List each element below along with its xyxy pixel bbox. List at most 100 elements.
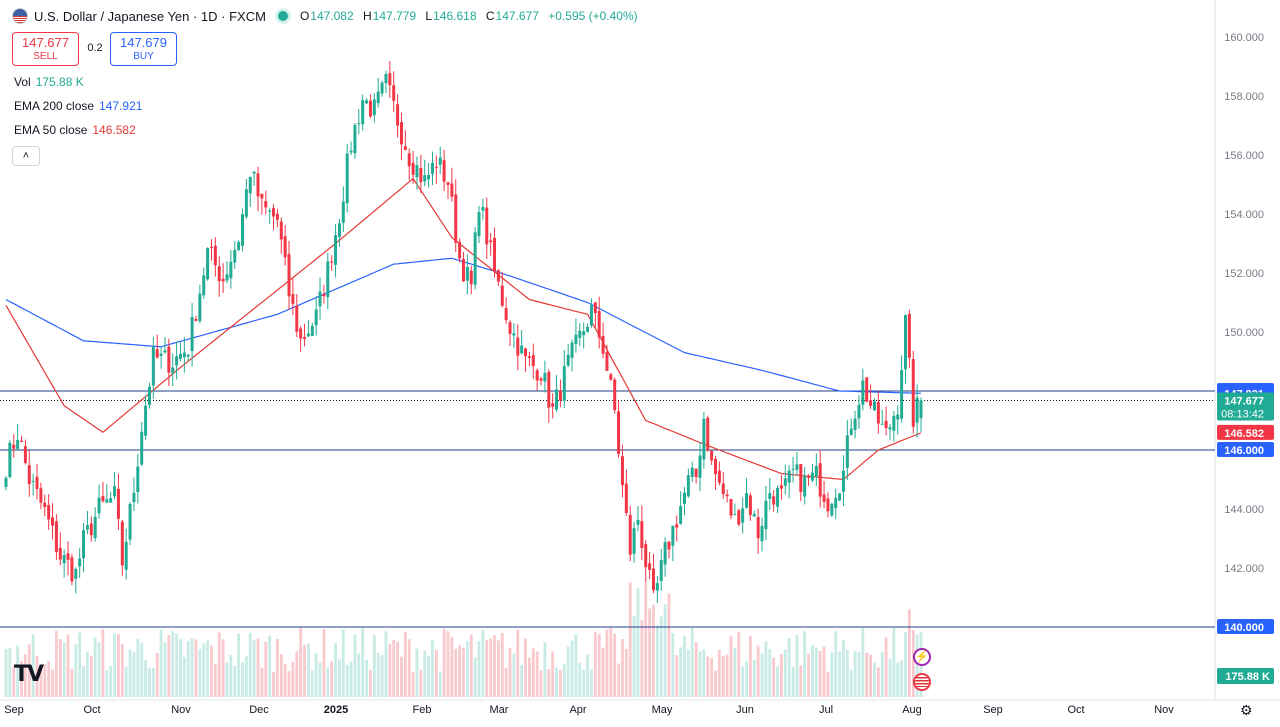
price-label-text: 146.000 — [1224, 445, 1264, 457]
candle-body — [120, 521, 124, 566]
candle-body — [419, 167, 423, 183]
volume-bar — [884, 637, 888, 697]
candle-body — [310, 326, 314, 336]
volume-bar — [307, 643, 310, 697]
buy-label: BUY — [133, 51, 154, 62]
candle-body — [745, 493, 749, 508]
candle-body — [198, 293, 202, 322]
candle-body — [330, 261, 334, 263]
candle-body — [617, 411, 621, 454]
tradingview-logo[interactable]: TV — [14, 662, 44, 687]
price-label-countdown: 08:13:42 — [1221, 409, 1264, 421]
volume-bar — [113, 633, 116, 697]
lightning-icon[interactable]: ⚡ — [913, 648, 931, 666]
volume-bar — [438, 671, 442, 697]
volume-bar — [23, 654, 27, 697]
y-tick-label: 142.000 — [1224, 563, 1264, 575]
candle-body — [384, 73, 388, 84]
ema50-line — [5, 177, 922, 481]
candle-body — [609, 374, 613, 380]
volume-bar — [562, 663, 566, 697]
sell-button[interactable]: 147.677 SELL — [12, 32, 79, 66]
volume-bar — [310, 670, 314, 697]
ema200-legend[interactable]: EMA 200 close 147.921 — [14, 99, 142, 113]
volume-bar — [710, 657, 714, 697]
volume-bar — [473, 657, 477, 697]
volume-label-text: 175.88 K — [1225, 671, 1270, 683]
x-tick-label: May — [652, 704, 673, 716]
volume-bar — [8, 647, 12, 697]
volume-bar — [82, 666, 85, 697]
volume-bar — [574, 634, 578, 697]
ema50-legend[interactable]: EMA 50 close 146.582 — [14, 123, 136, 137]
candle-body — [151, 346, 155, 386]
candle-body — [578, 330, 582, 338]
price-label-text: 146.582 — [1224, 428, 1264, 440]
candle-body — [512, 333, 516, 336]
candle-body — [233, 249, 237, 263]
volume-bar — [741, 666, 745, 697]
candle-body — [268, 210, 272, 212]
candle-body — [287, 254, 291, 297]
candle-body — [717, 470, 721, 483]
candle-body — [430, 162, 434, 174]
candle-body — [714, 458, 718, 475]
volume-bar — [144, 660, 147, 697]
volume-bar — [248, 632, 252, 697]
candle-body — [733, 514, 737, 516]
chart-header: U.S. Dollar / Japanese Yen · 1D · FXCM O… — [12, 6, 644, 26]
gear-icon[interactable]: ⚙ — [1240, 702, 1253, 718]
candle-body — [632, 528, 636, 554]
buy-button[interactable]: 147.679 BUY — [110, 32, 177, 66]
volume-bar — [93, 637, 97, 697]
volume-bar — [39, 666, 43, 697]
x-tick-label: Aug — [902, 704, 922, 716]
volume-bar — [128, 649, 132, 697]
candle-body — [698, 455, 702, 478]
volume-bar — [206, 640, 210, 697]
volume-bar — [675, 655, 679, 697]
volume-bar — [861, 628, 865, 697]
volume-legend[interactable]: Vol 175.88 K — [14, 75, 84, 89]
candle-body — [888, 427, 892, 430]
symbol-title[interactable]: U.S. Dollar / Japanese Yen · 1D · FXCM — [34, 8, 266, 24]
volume-bar — [400, 656, 403, 697]
volume-bar — [706, 656, 710, 697]
candle-body — [795, 464, 799, 470]
volume-bar — [43, 664, 47, 697]
candle-body — [651, 568, 655, 591]
candle-body — [504, 308, 508, 321]
candle-body — [462, 259, 465, 282]
candle-body — [473, 232, 477, 285]
candle-body — [237, 242, 241, 250]
volume-bar — [442, 628, 446, 697]
candle-body — [911, 359, 915, 427]
candle-body — [469, 270, 473, 285]
volume-bar — [597, 634, 601, 697]
candle-body — [105, 499, 109, 503]
volume-bar — [892, 627, 896, 697]
candle-body — [458, 241, 462, 259]
candle-body — [803, 475, 807, 497]
candle-body — [690, 467, 694, 477]
volume-bar — [764, 641, 768, 697]
volume-bar — [834, 631, 838, 697]
collapse-legend-button[interactable]: ˄ — [12, 146, 40, 166]
candle-body — [706, 417, 710, 451]
candle-body — [756, 516, 760, 539]
sell-price: 147.677 — [22, 35, 69, 50]
us-flag-event-icon[interactable] — [913, 673, 931, 691]
volume-bar — [283, 663, 287, 697]
volume-bar — [780, 653, 783, 697]
buy-price: 147.679 — [120, 35, 167, 50]
volume-bar — [268, 635, 272, 697]
volume-bar — [512, 653, 516, 697]
volume-bar — [159, 629, 163, 697]
volume-bar — [291, 661, 295, 697]
volume-bar — [865, 652, 869, 697]
candle-body — [225, 274, 229, 281]
candle-body — [399, 122, 403, 145]
candle-body — [175, 356, 179, 366]
